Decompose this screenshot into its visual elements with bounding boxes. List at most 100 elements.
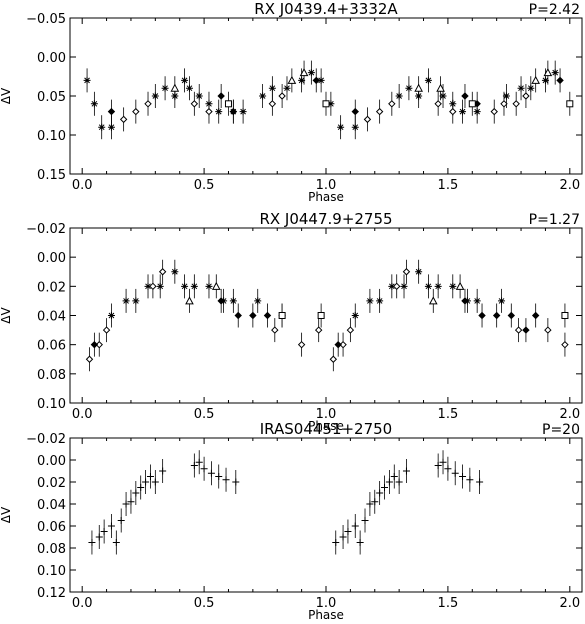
data-point xyxy=(207,469,215,477)
data-point xyxy=(428,296,438,305)
data-point xyxy=(107,312,115,319)
data-point xyxy=(181,282,189,290)
data-point xyxy=(561,340,569,349)
data-point xyxy=(200,465,208,473)
y-tick-label: 0.15 xyxy=(37,168,66,183)
x-tick-label: 0.5 xyxy=(194,596,215,611)
data-point xyxy=(151,478,159,486)
y-tick-label: 0.06 xyxy=(37,339,66,354)
data-point xyxy=(466,476,474,484)
plot-frame xyxy=(69,227,583,404)
y-axis-label: ΔV xyxy=(0,87,13,104)
y-tick-label: 0.10 xyxy=(37,564,66,579)
data-point xyxy=(146,473,154,480)
data-point xyxy=(271,326,279,334)
x-tick-label: 2.0 xyxy=(559,407,580,422)
x-tick-label: 0.0 xyxy=(72,178,93,193)
data-point xyxy=(507,311,516,320)
data-point xyxy=(522,326,530,334)
y-tick-label: 0.02 xyxy=(37,280,66,295)
data-point xyxy=(473,297,481,305)
data-point xyxy=(527,84,535,92)
data-point xyxy=(544,326,552,334)
data-point xyxy=(161,84,169,92)
data-point xyxy=(361,517,369,524)
data-point xyxy=(107,522,115,530)
data-point xyxy=(449,107,457,116)
data-point xyxy=(278,92,286,100)
data-point xyxy=(85,355,94,363)
data-point xyxy=(351,107,359,116)
x-tick-label: 0.5 xyxy=(194,178,215,193)
data-point xyxy=(222,476,230,484)
data-point xyxy=(327,100,335,108)
data-point xyxy=(424,76,432,84)
x-tick-label: 1.5 xyxy=(438,596,459,611)
data-point xyxy=(190,462,198,469)
data-point xyxy=(322,100,330,108)
data-point xyxy=(366,500,374,508)
data-point xyxy=(459,473,467,480)
data-point xyxy=(439,92,447,100)
data-point xyxy=(402,467,410,475)
data-point xyxy=(334,340,342,349)
panel-3: IRAS04451+2750 P=20 0.0 0.5 1.0 1.5 2.0 0.12 0.1… xyxy=(0,420,583,622)
data-point xyxy=(314,326,323,334)
panel-1: RX J0439.4+3332A P=2.42 0.0 0.5 1.0 1.5 2.0 0.1… xyxy=(0,0,583,204)
data-point xyxy=(159,467,167,475)
data-point xyxy=(195,92,203,100)
y-tick-label: 0.10 xyxy=(37,397,66,412)
x-axis-label: Phase xyxy=(308,419,344,433)
panel-title: RX J0439.4+3332A xyxy=(254,0,398,18)
y-tick-label: 0.08 xyxy=(37,368,66,383)
data-point xyxy=(156,282,164,290)
data-point xyxy=(95,533,103,541)
data-point xyxy=(185,84,193,92)
data-point xyxy=(395,92,403,100)
data-point xyxy=(205,107,213,116)
data-point xyxy=(83,76,91,84)
data-point xyxy=(561,312,569,319)
data-point xyxy=(317,312,325,319)
data-point xyxy=(297,340,306,349)
data-point xyxy=(329,355,338,363)
data-point xyxy=(217,297,225,305)
data-point xyxy=(371,498,379,506)
data-point xyxy=(531,311,540,320)
period-label: P=20 xyxy=(542,422,580,438)
data-point xyxy=(531,75,541,84)
data-point xyxy=(298,76,306,84)
data-point xyxy=(490,107,498,116)
data-point xyxy=(122,500,130,508)
data-point xyxy=(263,311,272,320)
data-point xyxy=(556,76,564,85)
x-tick-label: 1.5 xyxy=(438,178,459,193)
data-point xyxy=(388,100,396,108)
data-point xyxy=(449,282,457,290)
data-point xyxy=(283,84,291,92)
x-tick-label: 1.0 xyxy=(316,596,337,611)
x-tick-label: 0.0 xyxy=(72,407,93,422)
data-point xyxy=(455,281,465,290)
data-point xyxy=(307,69,315,77)
data-point xyxy=(351,123,359,131)
data-point xyxy=(390,473,398,480)
data-point xyxy=(144,282,152,290)
data-point xyxy=(190,100,199,108)
y-tick-label: 0.00 xyxy=(37,454,66,469)
data-point xyxy=(112,539,120,546)
data-point xyxy=(541,76,549,84)
y-tick-label: 0.00 xyxy=(37,251,66,266)
x-tick-label: 2.0 xyxy=(559,178,580,193)
data-point xyxy=(566,100,574,108)
data-point xyxy=(229,297,237,305)
data-point xyxy=(405,84,413,92)
data-point xyxy=(98,123,106,131)
y-tick-label: 0.08 xyxy=(37,542,66,557)
data-point xyxy=(119,115,128,124)
data-point xyxy=(351,522,359,530)
data-point xyxy=(337,123,345,131)
data-point xyxy=(205,282,213,290)
data-point xyxy=(215,473,223,480)
